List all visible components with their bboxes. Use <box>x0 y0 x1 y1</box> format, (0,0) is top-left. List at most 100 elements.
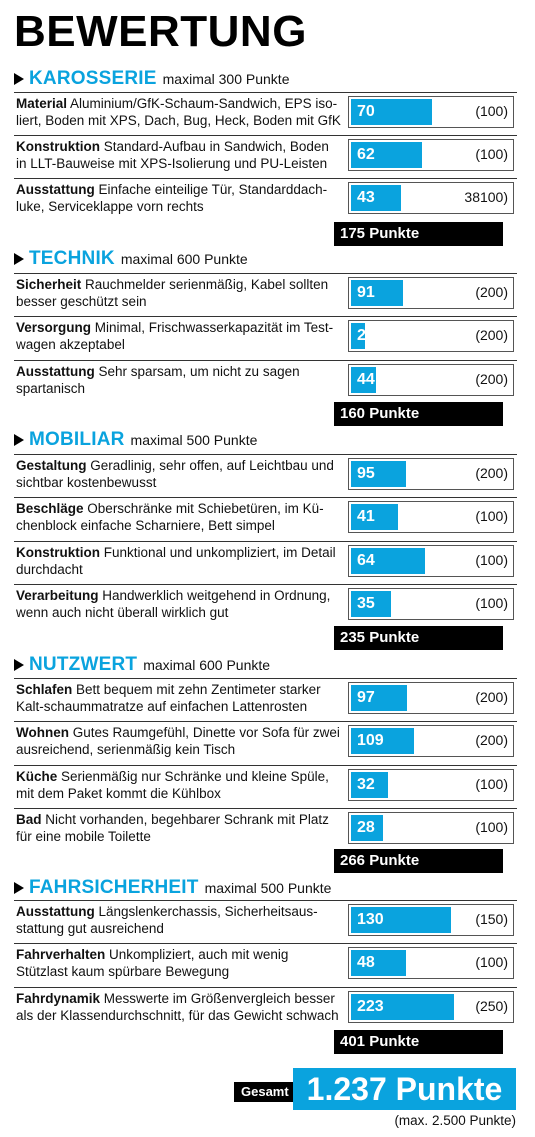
rating-text: Nicht vorhanden, begehbarer Schrank mit … <box>16 812 329 844</box>
rating-text: Sehr sparsam, um nicht zu sagen spartani… <box>16 364 300 396</box>
rating-criterion: Ausstattung <box>16 364 95 379</box>
rating-max: (200) <box>475 327 508 343</box>
rating-text: Standard-Aufbau in Sandwich, Boden in LL… <box>16 139 329 171</box>
rating-criterion: Küche <box>16 769 58 784</box>
rating-row: Bad Nicht vorhanden, begehbarer Schrank … <box>14 808 517 850</box>
triangle-right-icon <box>14 659 24 671</box>
rating-value: 28 <box>357 819 375 836</box>
rating-bar: 44 <box>351 367 376 393</box>
row-divider <box>14 808 517 809</box>
rating-bar-box: 32 (100) <box>348 769 514 801</box>
rating-criterion: Beschläge <box>16 501 84 516</box>
section-max: maximal 500 Punkte <box>204 880 332 896</box>
rating-max: (200) <box>475 284 508 300</box>
section-total: 160 Punkte <box>334 402 503 426</box>
rating-row: Gestaltung Geradlinig, sehr offen, auf L… <box>14 454 517 496</box>
row-divider <box>14 584 517 585</box>
section-total: 401 Punkte <box>334 1030 503 1054</box>
rating-criterion: Wohnen <box>16 725 69 740</box>
rating-value: 95 <box>357 465 375 482</box>
rating-bar-box: 35 (100) <box>348 588 514 620</box>
rating-row: Küche Serienmäßig nur Schränke und klein… <box>14 765 517 807</box>
section-max: maximal 500 Punkte <box>130 432 258 448</box>
rating-bar-box: 95 (200) <box>348 458 514 490</box>
rating-max: (100) <box>475 595 508 611</box>
rating-description: Bad Nicht vorhanden, begehbarer Schrank … <box>16 811 343 845</box>
row-divider <box>14 943 517 944</box>
rating-value: 62 <box>357 146 375 163</box>
section-max: maximal 600 Punkte <box>120 251 248 267</box>
rating-row: Fahrdynamik Messwerte im Größenvergleich… <box>14 987 517 1029</box>
rating-description: Konstruktion Standard-Aufbau in Sandwich… <box>16 138 343 172</box>
rating-description: Ausstattung Längslenkerchassis, Sicherhe… <box>16 903 343 937</box>
rating-row: Ausstattung Längslenkerchassis, Sicherhe… <box>14 900 517 942</box>
rating-value: 130 <box>357 911 384 928</box>
rating-description: Wohnen Gutes Raumgefühl, Dinette vor Sof… <box>16 724 343 758</box>
rating-value: 35 <box>357 595 375 612</box>
rating-text: Gutes Raumgefühl, Dinette vor Sofa für z… <box>16 725 340 757</box>
rating-bar-box: 43 38100) <box>348 182 514 214</box>
rating-bar: 28 <box>351 815 383 841</box>
rating-bar-box: 97 (200) <box>348 682 514 714</box>
rating-bar: 70 <box>351 99 432 125</box>
row-divider <box>14 92 517 93</box>
rating-row: Schlafen Bett bequem mit zehn Zentimeter… <box>14 678 517 720</box>
rating-max: (200) <box>475 465 508 481</box>
rating-value: 64 <box>357 552 375 569</box>
rating-max: (100) <box>475 508 508 524</box>
rating-bar: 223 <box>351 994 454 1020</box>
section-header-fahrsicherheit: FAHRSICHERHEIT maximal 500 Punkte <box>14 877 331 899</box>
rating-value: 109 <box>357 732 384 749</box>
rating-bar-box: 130 (150) <box>348 904 514 936</box>
rating-max: (100) <box>475 552 508 568</box>
triangle-right-icon <box>14 253 24 265</box>
section-name: NUTZWERT <box>29 654 138 675</box>
rating-description: Küche Serienmäßig nur Schränke und klein… <box>16 768 343 802</box>
rating-bar-box: 48 (100) <box>348 947 514 979</box>
rating-description: Material Aluminium/GfK-Schaum-Sandwich, … <box>16 95 343 129</box>
rating-max: 38100) <box>464 189 508 205</box>
rating-bar-box: 109 (200) <box>348 725 514 757</box>
total-note: (max. 2.500 Punkte) <box>394 1113 516 1128</box>
row-divider <box>14 721 517 722</box>
rating-value: 48 <box>357 954 375 971</box>
section-header-technik: TECHNIK maximal 600 Punkte <box>14 248 248 270</box>
section-name: MOBILIAR <box>29 429 125 450</box>
rating-text: Längslenkerchassis, Sicherheitsaus-statt… <box>16 904 318 936</box>
rating-max: (200) <box>475 732 508 748</box>
rating-max: (100) <box>475 954 508 970</box>
rating-value: 91 <box>357 284 375 301</box>
rating-criterion: Ausstattung <box>16 182 95 197</box>
rating-value: 41 <box>357 508 375 525</box>
rating-text: Funktional und unkompliziert, im Detail … <box>16 545 336 577</box>
section-name: KAROSSERIE <box>29 68 157 89</box>
rating-criterion: Fahrverhalten <box>16 947 106 962</box>
rating-row: Wohnen Gutes Raumgefühl, Dinette vor Sof… <box>14 721 517 763</box>
rating-description: Ausstattung Sehr sparsam, um nicht zu sa… <box>16 363 343 397</box>
rating-max: (200) <box>475 689 508 705</box>
rating-bar: 25 <box>351 323 375 349</box>
rating-description: Gestaltung Geradlinig, sehr offen, auf L… <box>16 457 343 491</box>
rating-row: Konstruktion Standard-Aufbau in Sandwich… <box>14 135 517 177</box>
row-divider <box>14 454 517 455</box>
row-divider <box>14 678 517 679</box>
rating-description: Ausstattung Einfache einteilige Tür, Sta… <box>16 181 343 215</box>
rating-description: Versorgung Minimal, Frischwasserkapazitä… <box>16 319 343 353</box>
row-divider <box>14 316 517 317</box>
rating-bar: 43 <box>351 185 401 211</box>
rating-description: Konstruktion Funktional und unkomplizier… <box>16 544 343 578</box>
rating-row: Verarbeitung Handwerklich weitgehend in … <box>14 584 517 626</box>
rating-bar: 32 <box>351 772 388 798</box>
section-max: maximal 600 Punkte <box>143 657 271 673</box>
rating-description: Beschläge Oberschränke mit Schiebetüren,… <box>16 500 343 534</box>
rating-row: Material Aluminium/GfK-Schaum-Sandwich, … <box>14 92 517 134</box>
section-header-mobiliar: MOBILIAR maximal 500 Punkte <box>14 429 257 451</box>
rating-bar: 97 <box>351 685 407 711</box>
rating-row: Konstruktion Funktional und unkomplizier… <box>14 541 517 583</box>
rating-value: 97 <box>357 689 375 706</box>
section-total: 235 Punkte <box>334 626 503 650</box>
rating-bar: 109 <box>351 728 414 754</box>
rating-bar-box: 91 (200) <box>348 277 514 309</box>
rating-max: (100) <box>475 776 508 792</box>
